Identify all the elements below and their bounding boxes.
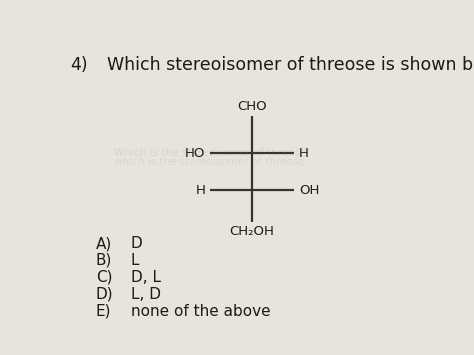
Text: CH₂OH: CH₂OH — [230, 225, 274, 238]
Text: E): E) — [96, 304, 111, 319]
Text: A): A) — [96, 236, 112, 251]
Text: HO: HO — [185, 147, 205, 160]
Text: C): C) — [96, 270, 112, 285]
Text: D): D) — [96, 287, 114, 302]
Text: D, L: D, L — [131, 270, 161, 285]
Text: L, D: L, D — [131, 287, 161, 302]
Text: none of the above: none of the above — [131, 304, 271, 319]
Text: H: H — [299, 147, 309, 160]
Text: which is the stereoisomer of threose: which is the stereoisomer of threose — [114, 157, 305, 166]
Text: D: D — [131, 236, 143, 251]
Text: Which is the stereoisomer of threose: Which is the stereoisomer of threose — [114, 148, 307, 158]
Text: B): B) — [96, 253, 112, 268]
Text: H: H — [196, 184, 205, 197]
Text: Which stereoisomer of threose is shown below?: Which stereoisomer of threose is shown b… — [107, 56, 474, 74]
Text: L: L — [131, 253, 139, 268]
Text: 4): 4) — [70, 56, 88, 74]
Text: OH: OH — [299, 184, 319, 197]
Text: CHO: CHO — [237, 100, 267, 113]
